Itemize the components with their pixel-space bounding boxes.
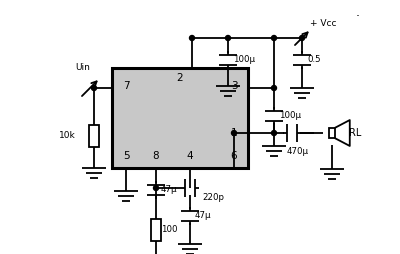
Text: 2: 2 xyxy=(177,73,183,83)
Circle shape xyxy=(190,36,194,40)
Text: 8: 8 xyxy=(153,151,159,161)
Text: .: . xyxy=(356,6,360,19)
Text: 6: 6 xyxy=(231,151,237,161)
Text: 3: 3 xyxy=(231,81,237,91)
Text: 100μ: 100μ xyxy=(233,56,255,65)
Text: 1: 1 xyxy=(231,128,237,138)
Bar xyxy=(112,68,248,168)
Circle shape xyxy=(300,36,304,40)
Circle shape xyxy=(154,185,158,190)
Text: 7: 7 xyxy=(123,81,129,91)
Circle shape xyxy=(272,86,276,90)
Circle shape xyxy=(232,131,236,135)
Bar xyxy=(89,125,99,147)
Text: 470μ: 470μ xyxy=(287,147,309,155)
Text: Uin: Uin xyxy=(75,64,90,72)
Text: + Vcc: + Vcc xyxy=(310,20,336,28)
Text: 0.5: 0.5 xyxy=(307,56,321,65)
Text: 100: 100 xyxy=(161,226,178,234)
Text: 10k: 10k xyxy=(59,132,76,140)
Text: 4: 4 xyxy=(187,151,193,161)
Circle shape xyxy=(226,36,230,40)
Text: 47μ: 47μ xyxy=(195,212,212,220)
Circle shape xyxy=(92,86,96,90)
Circle shape xyxy=(272,131,276,135)
Text: 47μ: 47μ xyxy=(161,185,178,195)
Text: RL: RL xyxy=(349,128,361,138)
Text: 220p: 220p xyxy=(202,194,224,202)
Text: 100μ: 100μ xyxy=(279,112,301,120)
Bar xyxy=(329,128,335,138)
Bar xyxy=(151,219,161,241)
Text: 5: 5 xyxy=(123,151,129,161)
Circle shape xyxy=(272,36,276,40)
